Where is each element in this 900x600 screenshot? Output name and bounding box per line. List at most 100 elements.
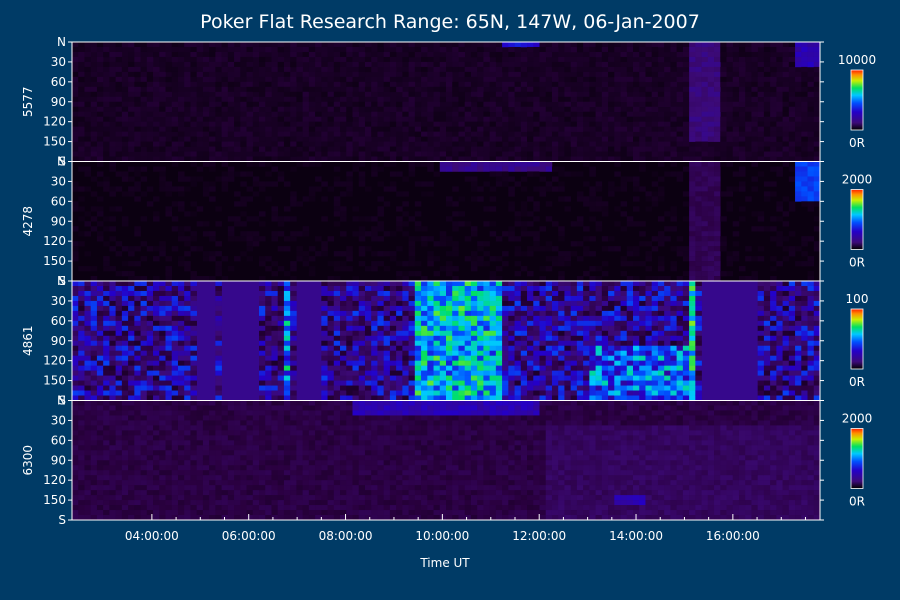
intensity-cell — [103, 380, 110, 386]
intensity-cell — [215, 355, 222, 361]
intensity-cell — [408, 171, 416, 177]
intensity-cell — [421, 375, 428, 381]
intensity-cell — [714, 256, 721, 262]
intensity-cell — [383, 320, 391, 327]
intensity-cell — [558, 42, 565, 48]
intensity-cell — [165, 206, 173, 212]
intensity-cell — [620, 186, 628, 192]
intensity-cell — [259, 256, 266, 262]
intensity-cell — [782, 81, 790, 88]
intensity-cell — [377, 390, 384, 396]
intensity-cell — [408, 81, 416, 88]
intensity-cell — [290, 365, 297, 371]
intensity-cell — [165, 395, 173, 401]
intensity-cell — [452, 310, 459, 317]
intensity-cell — [358, 226, 366, 232]
intensity-cell — [782, 111, 790, 117]
intensity-cell — [265, 196, 272, 202]
intensity-cell — [427, 355, 434, 361]
intensity-cell — [551, 151, 559, 157]
intensity-cell — [421, 61, 428, 68]
intensity-cell — [558, 91, 565, 98]
intensity-cell — [807, 166, 815, 172]
intensity-cell — [495, 375, 503, 381]
intensity-cell — [414, 181, 422, 187]
intensity-cell — [128, 276, 135, 282]
intensity-cell — [346, 171, 353, 177]
intensity-cell — [539, 51, 547, 58]
intensity-cell — [502, 330, 509, 337]
intensity-cell — [608, 71, 615, 78]
intensity-cell — [364, 385, 372, 391]
intensity-cell — [657, 56, 665, 63]
intensity-cell — [333, 360, 341, 366]
intensity-cell — [90, 91, 98, 98]
intensity-cell — [333, 290, 341, 297]
intensity-cell — [340, 340, 347, 347]
intensity-cell — [695, 201, 702, 207]
intensity-cell — [227, 71, 235, 78]
intensity-cell — [115, 335, 123, 342]
intensity-cell — [377, 385, 384, 391]
intensity-cell — [757, 171, 765, 177]
intensity-cell — [346, 141, 353, 147]
intensity-cell — [184, 156, 191, 162]
intensity-cell — [227, 96, 235, 103]
intensity-cell — [502, 350, 509, 356]
intensity-cell — [277, 285, 285, 292]
y-tick-label: 150 — [43, 135, 66, 149]
intensity-cell — [545, 256, 553, 262]
intensity-cell — [470, 261, 478, 267]
intensity-cell — [190, 161, 197, 167]
intensity-cell — [720, 66, 727, 73]
intensity-cell — [103, 81, 110, 88]
intensity-cell — [90, 126, 98, 132]
intensity-cell — [240, 131, 247, 137]
intensity-cell — [757, 216, 765, 222]
intensity-cell — [96, 161, 104, 167]
intensity-cell — [383, 121, 391, 127]
intensity-cell — [72, 350, 79, 356]
intensity-cell — [72, 201, 79, 207]
intensity-cell — [520, 66, 528, 73]
intensity-cell — [695, 96, 702, 103]
intensity-cell — [545, 136, 553, 142]
intensity-cell — [109, 76, 116, 83]
intensity-cell — [483, 81, 490, 88]
intensity-cell — [770, 226, 777, 232]
intensity-cell — [714, 236, 721, 242]
intensity-cell — [340, 315, 347, 322]
intensity-cell — [470, 350, 478, 356]
intensity-cell — [639, 116, 646, 122]
intensity-cell — [364, 360, 372, 366]
intensity-cell — [508, 226, 515, 232]
intensity-cell — [458, 131, 465, 137]
intensity-cell — [134, 141, 141, 147]
intensity-cell — [140, 305, 148, 312]
intensity-cell — [358, 131, 366, 137]
intensity-cell — [689, 106, 696, 113]
intensity-cell — [570, 111, 578, 117]
intensity-cell — [215, 360, 222, 366]
intensity-cell — [464, 355, 472, 361]
intensity-cell — [763, 91, 771, 98]
intensity-cell — [446, 51, 453, 58]
intensity-cell — [458, 96, 465, 103]
intensity-cell — [714, 211, 721, 217]
intensity-cell — [720, 121, 727, 127]
intensity-cell — [564, 86, 571, 93]
intensity-cell — [452, 141, 459, 147]
intensity-cell — [433, 355, 441, 361]
intensity-cell — [527, 136, 534, 142]
intensity-cell — [458, 111, 465, 117]
intensity-cell — [128, 365, 135, 371]
intensity-cell — [277, 61, 285, 68]
intensity-cell — [396, 300, 403, 307]
intensity-cell — [788, 156, 796, 162]
intensity-cell — [90, 281, 98, 287]
intensity-cell — [776, 241, 783, 247]
intensity-cell — [96, 206, 104, 212]
intensity-cell — [128, 56, 135, 63]
intensity-cell — [689, 131, 696, 137]
intensity-cell — [614, 221, 621, 227]
